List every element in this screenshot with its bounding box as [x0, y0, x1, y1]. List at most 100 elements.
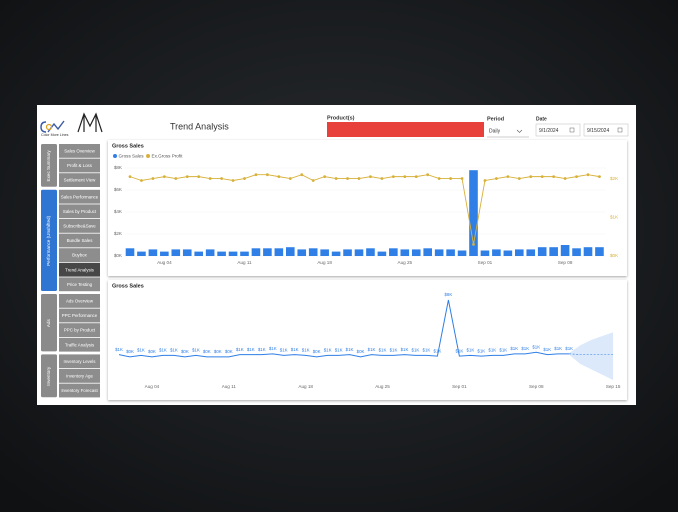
nav-item[interactable] [59, 173, 100, 187]
nav-item[interactable] [59, 323, 100, 337]
point [277, 175, 281, 179]
data-label: $1K [247, 347, 255, 352]
bar [228, 251, 238, 256]
bar [308, 248, 318, 256]
point [426, 173, 430, 177]
chart-card [108, 280, 627, 400]
data-label: $1K [423, 348, 431, 353]
bar [423, 248, 432, 256]
point [162, 175, 166, 179]
forecast-band [569, 332, 614, 380]
logo: Color More Lines [40, 112, 103, 137]
nav-item[interactable] [59, 189, 100, 204]
nav-item-label: Price Testing [67, 282, 93, 287]
nav-item-label: Ads Overview [66, 298, 94, 303]
data-label: $1K [521, 346, 529, 351]
point [414, 175, 418, 179]
data-label: $1K [412, 348, 420, 353]
nav-group-label: Performance (Unshifted) [46, 215, 51, 266]
filter-label: Product(s) [327, 115, 355, 121]
point [437, 177, 441, 180]
bar [148, 249, 158, 256]
product-filter[interactable] [327, 122, 484, 137]
data-label: $0K [181, 349, 189, 354]
nav-item-label: Subscribe&Save [63, 223, 96, 228]
nav-group-tab[interactable] [41, 144, 57, 187]
nav-item-label: Traffic Analysis [65, 342, 95, 347]
nav-item-label: Inventory Age [66, 373, 93, 378]
nav-item[interactable] [59, 262, 100, 277]
nav-item[interactable] [59, 369, 100, 383]
nav-item[interactable] [59, 294, 100, 308]
bar [137, 251, 146, 256]
point [140, 179, 143, 182]
legend-label: Ex.Gross Profit [152, 154, 184, 159]
bar [217, 251, 226, 256]
nav-group-tab[interactable] [41, 294, 57, 352]
point [208, 177, 212, 180]
nav-item[interactable] [59, 337, 100, 352]
period-dropdown[interactable]: Daily [487, 124, 529, 138]
bar [297, 249, 307, 256]
bar [286, 247, 295, 256]
nav-item[interactable] [59, 144, 100, 158]
line [129, 174, 600, 245]
x-tick-label: Aug 25 [398, 260, 413, 265]
nav-group-label: Inventory [46, 366, 51, 386]
date-start[interactable]: 9/1/2024 [535, 123, 581, 137]
nav-group-label: Ads [46, 319, 51, 328]
point [563, 177, 567, 180]
date-end[interactable]: 9/15/2024 [583, 123, 629, 137]
bar [457, 250, 467, 256]
nav-item-label: Buybox [72, 253, 87, 258]
bar [194, 251, 203, 256]
nav-item[interactable] [59, 219, 100, 233]
nav-item[interactable] [59, 277, 100, 292]
nav-item-label: Sales Overview [64, 148, 95, 153]
x-tick-label: Sep 15 [606, 384, 621, 389]
x-tick-label: Aug 04 [157, 260, 172, 265]
point [529, 175, 533, 179]
bar [263, 248, 272, 256]
line [118, 299, 570, 358]
nav-group-tab[interactable] [41, 354, 57, 398]
data-label: $1K [554, 346, 562, 351]
data-label: $1K [401, 347, 409, 352]
y2-tick-label: $2K [610, 176, 619, 181]
point [197, 175, 201, 179]
bar [526, 249, 536, 256]
x-tick-label: Sep 08 [558, 260, 573, 265]
y-tick-label: $0K [114, 253, 123, 258]
date-text: 9/15/2024 [587, 128, 609, 134]
data-label: $1K [565, 346, 573, 351]
nav-item[interactable] [59, 383, 100, 398]
bar [537, 247, 547, 256]
nav-item-label: Settlement View [64, 178, 96, 183]
data-label: $1K [368, 347, 376, 352]
point [266, 173, 269, 177]
y-tick-label: $4K [114, 209, 123, 214]
point [517, 177, 521, 180]
point [586, 173, 590, 177]
nav-item[interactable] [59, 204, 100, 219]
point [575, 175, 578, 179]
data-label: $1K [532, 344, 540, 349]
nav-item[interactable] [59, 248, 100, 262]
nav-item[interactable] [59, 233, 100, 248]
data-label: $1K [466, 348, 474, 353]
nav-group-tab[interactable] [41, 189, 57, 291]
data-label: $1K [543, 347, 551, 352]
nav-item[interactable] [59, 308, 100, 323]
chart-title: Gross Sales [112, 283, 144, 289]
data-label: $1K [455, 348, 463, 353]
data-label: $1K [488, 348, 496, 353]
data-label: $1K [236, 347, 244, 352]
bar [492, 249, 501, 256]
nav-item[interactable] [59, 158, 100, 173]
data-label: $1K [390, 348, 398, 353]
point [369, 175, 372, 179]
data-label: $1K [291, 347, 299, 352]
nav-item[interactable] [59, 354, 100, 369]
bar [274, 248, 284, 256]
bar [377, 251, 387, 256]
